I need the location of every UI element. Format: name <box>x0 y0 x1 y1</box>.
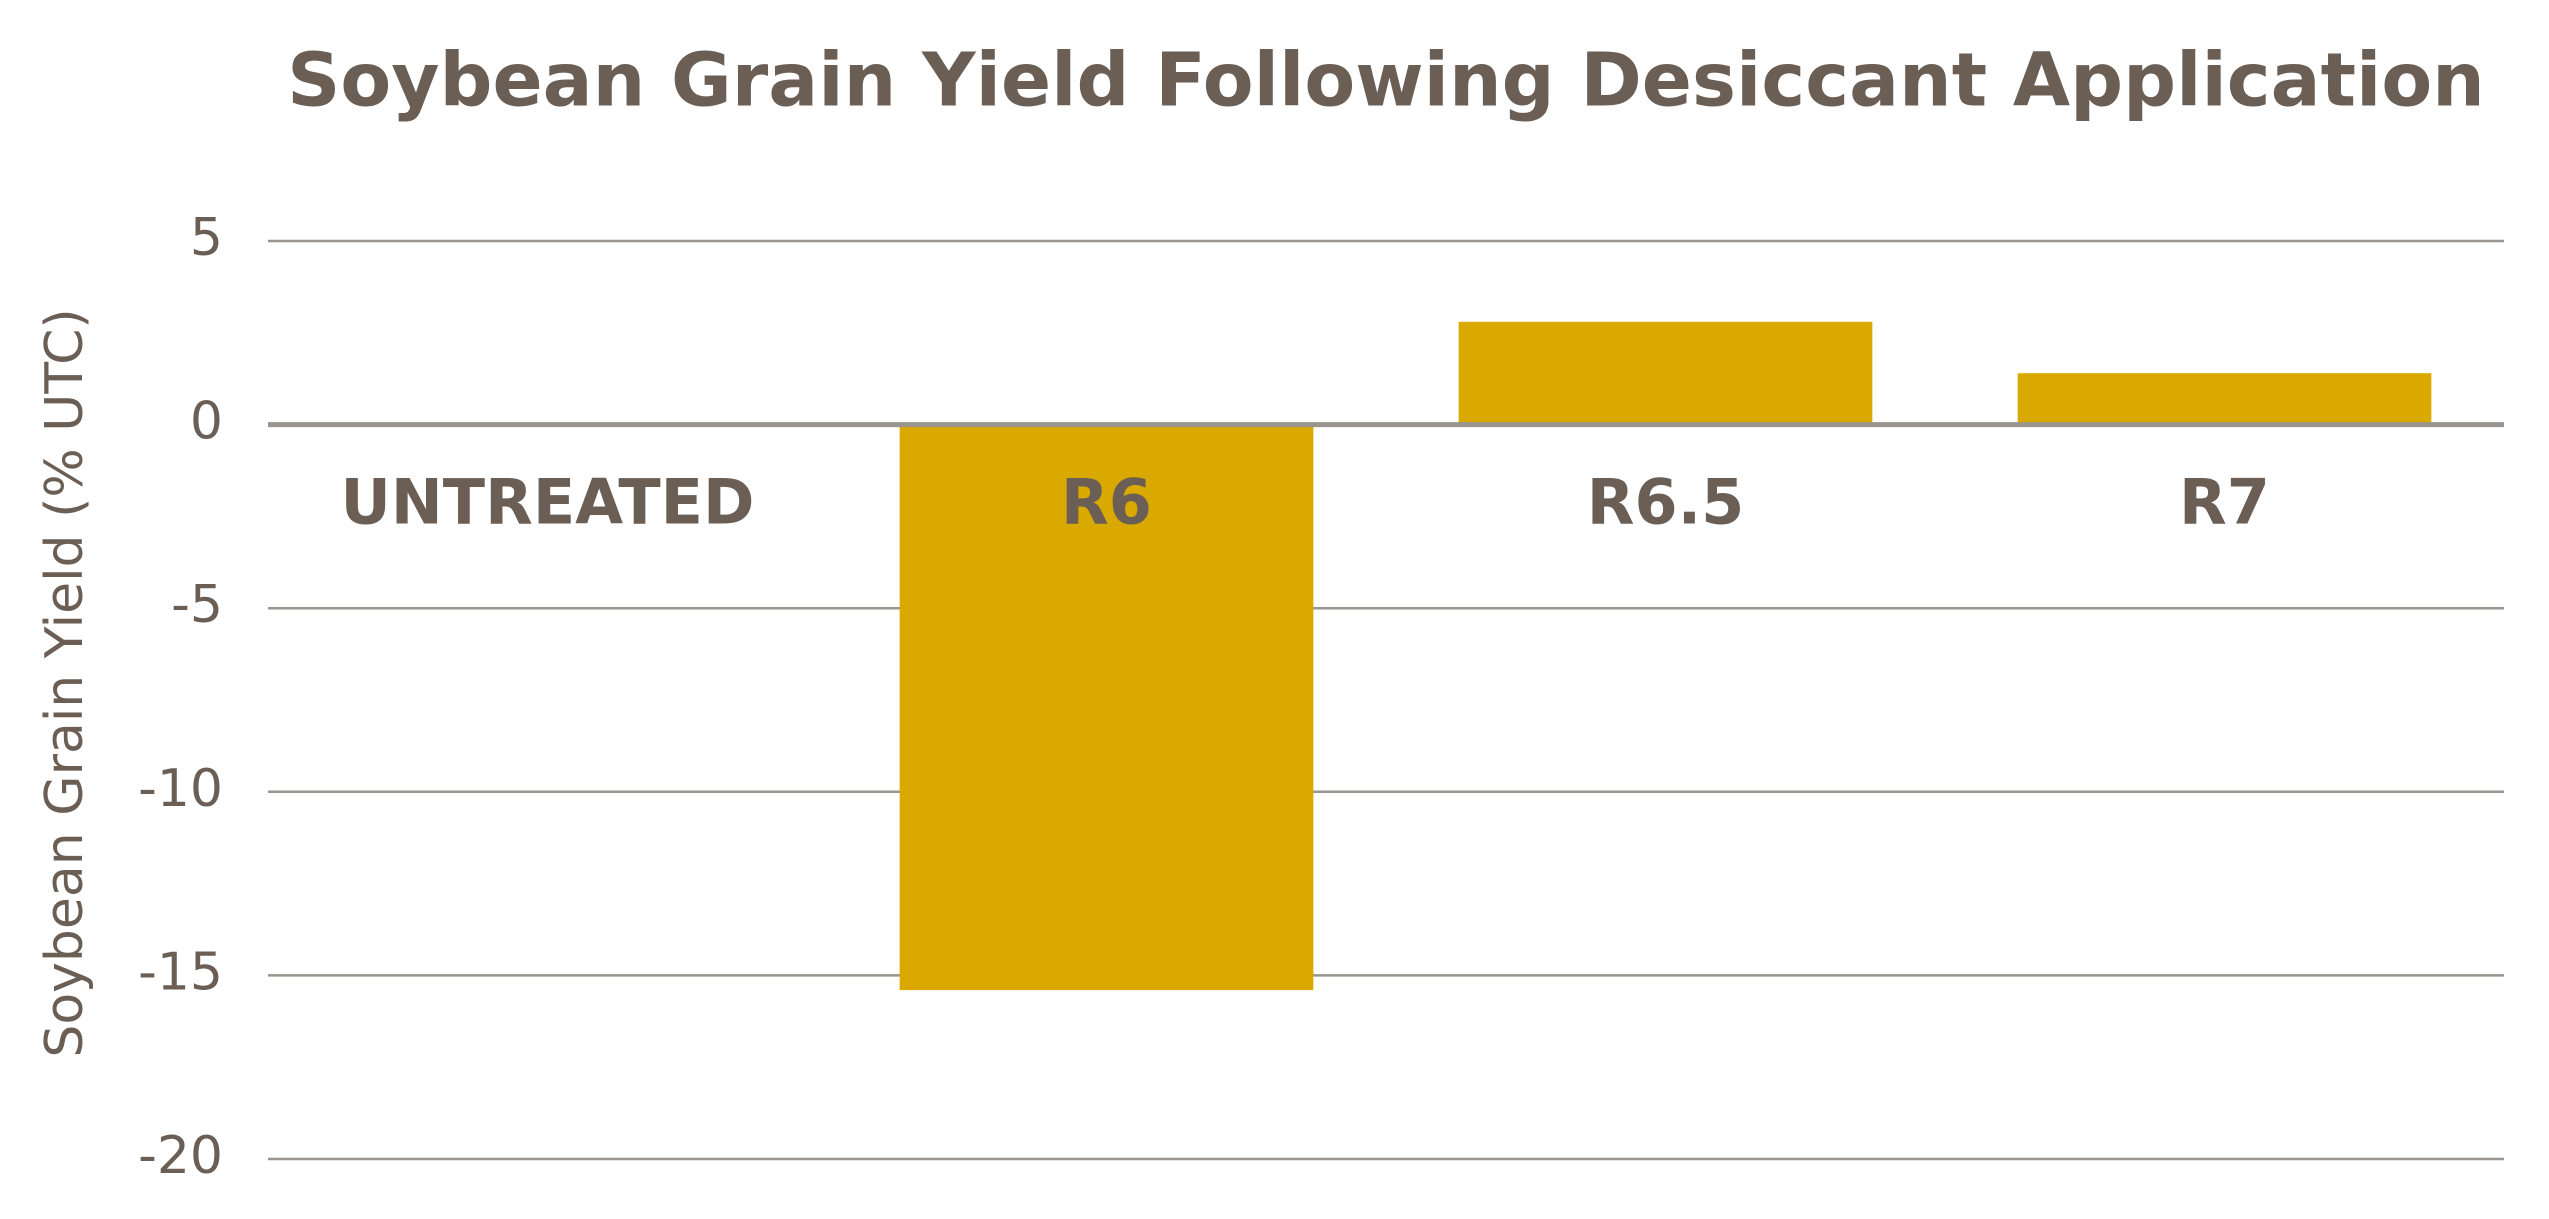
x-tick-label: R6 <box>1061 466 1152 539</box>
y-tick-label: -10 <box>138 759 223 819</box>
bar <box>899 424 1314 991</box>
x-tick-label: UNTREATED <box>341 466 755 539</box>
y-tick-label: -20 <box>138 1126 223 1186</box>
y-tick-label: 0 <box>190 392 223 452</box>
y-tick-label: -5 <box>171 575 223 635</box>
y-axis-label: Soybean Grain Yield (% UTC) <box>35 308 95 1057</box>
x-tick-label: R7 <box>2179 466 2270 539</box>
chart-title: Soybean Grain Yield Following Desiccant … <box>287 38 2485 124</box>
y-tick-label: -15 <box>138 942 223 1002</box>
x-tick-label: R6.5 <box>1587 466 1745 539</box>
bar <box>1458 321 1873 425</box>
y-tick-label: 5 <box>190 208 223 268</box>
bar <box>2017 373 2432 425</box>
